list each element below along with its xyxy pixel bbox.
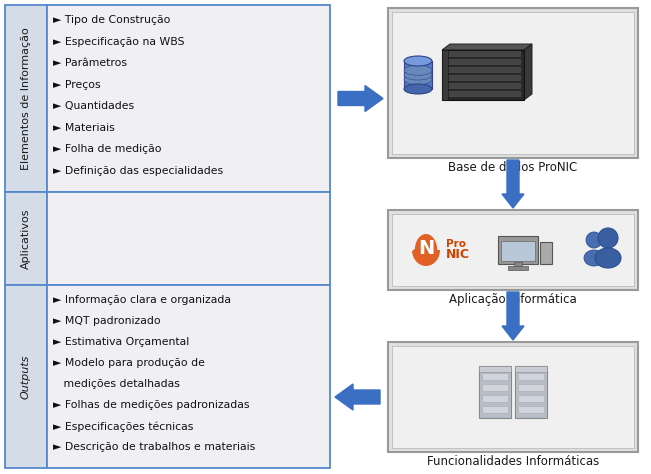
Ellipse shape [404, 70, 432, 80]
Text: ► Parâmetros: ► Parâmetros [53, 58, 127, 68]
Text: Base de dados ProNIC: Base de dados ProNIC [449, 161, 577, 174]
Text: ► Quantidades: ► Quantidades [53, 101, 134, 111]
Text: medições detalhadas: medições detalhadas [53, 379, 180, 389]
Text: NIC: NIC [446, 247, 470, 261]
Bar [392, 346, 634, 448]
Ellipse shape [404, 84, 432, 94]
Bar [518, 373, 544, 380]
Bar [388, 210, 638, 290]
Bar [518, 384, 544, 391]
Bar [501, 241, 535, 261]
Text: Pro: Pro [446, 239, 466, 249]
Bar [479, 366, 511, 372]
Text: Elementos de Informação: Elementos de Informação [21, 27, 31, 170]
Text: ► Especificações técnicas: ► Especificações técnicas [53, 421, 193, 431]
Bar [508, 266, 528, 270]
Ellipse shape [404, 75, 432, 85]
FancyArrow shape [502, 160, 524, 208]
Bar [47, 192, 330, 285]
Polygon shape [442, 44, 532, 50]
Text: Aplicação Informática: Aplicação Informática [449, 293, 577, 306]
Circle shape [586, 232, 602, 248]
Text: ► Modelo para produção de: ► Modelo para produção de [53, 358, 205, 368]
Bar [448, 51, 520, 56]
Bar [5, 285, 47, 468]
Text: ► MQT padronizado: ► MQT padronizado [53, 316, 161, 326]
FancyArrow shape [338, 85, 383, 111]
Bar [388, 342, 638, 452]
Bar [404, 61, 432, 89]
Text: ► Preços: ► Preços [53, 80, 101, 90]
Ellipse shape [584, 250, 604, 266]
Text: ► Descrição de trabalhos e materiais: ► Descrição de trabalhos e materiais [53, 442, 255, 452]
Text: ► Folha de medição: ► Folha de medição [53, 144, 161, 154]
Bar [482, 384, 508, 391]
Bar [498, 236, 538, 264]
Text: Outputs: Outputs [21, 354, 31, 399]
Bar [392, 214, 634, 286]
Bar [518, 406, 544, 413]
Bar [514, 262, 522, 268]
Ellipse shape [595, 248, 621, 268]
Bar [448, 67, 520, 72]
Bar [540, 242, 552, 264]
Bar [482, 406, 508, 413]
Bar [5, 5, 47, 192]
Bar [442, 50, 448, 100]
Text: ► Estimativa Orçamental: ► Estimativa Orçamental [53, 337, 189, 347]
Bar [482, 373, 508, 380]
Polygon shape [524, 44, 532, 100]
Ellipse shape [404, 56, 432, 66]
Circle shape [598, 228, 618, 248]
Bar [448, 59, 520, 64]
Text: N: N [418, 238, 434, 257]
Bar [47, 5, 330, 192]
Bar [392, 12, 634, 154]
Bar [482, 395, 508, 402]
Bar [388, 8, 638, 158]
Text: Aplicativos: Aplicativos [21, 208, 31, 269]
Ellipse shape [404, 65, 432, 75]
Bar [479, 366, 511, 418]
Bar [47, 285, 330, 468]
FancyArrow shape [502, 292, 524, 340]
Text: ► Especificação na WBS: ► Especificação na WBS [53, 36, 184, 46]
Bar [518, 395, 544, 402]
Text: Funcionalidades Informáticas: Funcionalidades Informáticas [427, 455, 599, 468]
Bar [448, 75, 520, 80]
Bar [515, 366, 547, 418]
Text: ► Folhas de medições padronizadas: ► Folhas de medições padronizadas [53, 400, 249, 410]
Bar [515, 366, 547, 372]
Bar [5, 192, 47, 285]
Text: ► Tipo de Construção: ► Tipo de Construção [53, 15, 171, 25]
Text: ► Materiais: ► Materiais [53, 122, 115, 133]
Bar [448, 83, 520, 88]
FancyArrow shape [335, 384, 380, 410]
Polygon shape [412, 234, 440, 266]
Text: ► Informação clara e organizada: ► Informação clara e organizada [53, 295, 231, 305]
Bar [442, 50, 524, 100]
Bar [448, 91, 520, 96]
Text: ► Definição das especialidades: ► Definição das especialidades [53, 165, 223, 175]
